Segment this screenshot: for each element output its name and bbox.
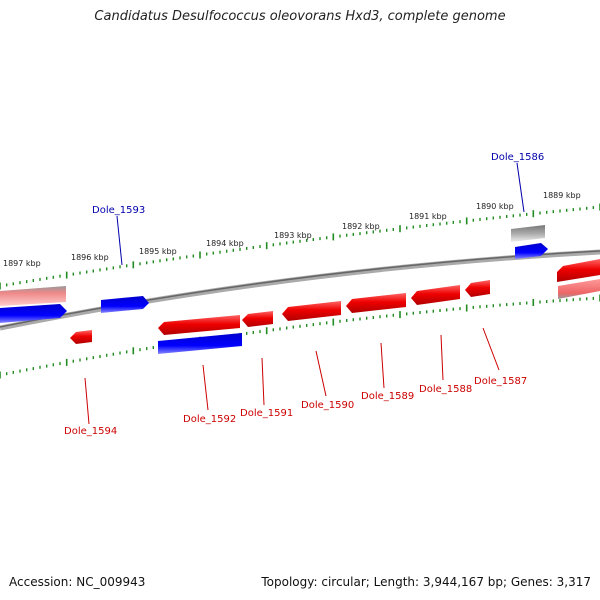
gene-dole-1592-blue[interactable] [158, 333, 242, 354]
leader-dole-1589 [380, 342, 385, 389]
gene-right-red[interactable] [557, 259, 600, 282]
gene-dole-1593[interactable] [101, 296, 149, 313]
gene-dole-1591[interactable] [242, 311, 273, 327]
leader-dole-1588 [440, 334, 444, 381]
gene-label-dole-1587[interactable]: Dole_1587 [474, 376, 527, 387]
gene-dole-1587[interactable] [465, 280, 490, 297]
leader-dole-1587 [482, 327, 500, 371]
gene-dole-1590[interactable] [282, 301, 341, 321]
gene-label-dole-1588[interactable]: Dole_1588 [419, 384, 472, 395]
scale-label: 1889 kbp [543, 191, 581, 200]
gene-left-gray[interactable] [0, 286, 66, 306]
scale-ruler-top [0, 203, 600, 290]
gene-dole-1586[interactable] [515, 243, 548, 259]
scale-label: 1896 kbp [71, 253, 109, 262]
gene-label-dole-1594[interactable]: Dole_1594 [64, 426, 117, 437]
gene-label-dole-1590[interactable]: Dole_1590 [301, 400, 354, 411]
leader-dole-1590 [315, 350, 327, 397]
gene-right-pink[interactable] [558, 279, 600, 299]
scale-label: 1891 kbp [409, 212, 447, 221]
accession-label: Accession: NC_009943 [9, 575, 146, 589]
genome-title: Candidatus Desulfococcus oleovorans Hxd3… [94, 9, 506, 24]
leader-dole-1591 [261, 357, 265, 406]
leader-dole-1594 [84, 377, 90, 425]
gene-label-dole-1592[interactable]: Dole_1592 [183, 414, 236, 425]
gene-label-dole-1586[interactable]: Dole_1586 [491, 152, 544, 163]
gene-dole-1592[interactable] [158, 315, 240, 335]
gene-rna-upper-right[interactable] [511, 225, 545, 242]
scale-label: 1893 kbp [274, 231, 312, 240]
gene-label-dole-1591[interactable]: Dole_1591 [240, 408, 293, 419]
leader-dole-1593 [116, 215, 123, 266]
gene-dole-1588[interactable] [411, 285, 460, 305]
gene-left-blue[interactable] [0, 304, 67, 323]
scale-label: 1894 kbp [206, 239, 244, 248]
scale-label: 1892 kbp [342, 222, 380, 231]
leader-dole-1592 [202, 364, 209, 411]
genome-stats-label: Topology: circular; Length: 3,944,167 bp… [261, 575, 591, 589]
scale-label: 1890 kbp [476, 202, 514, 211]
scale-label: 1895 kbp [139, 247, 177, 256]
gene-dole-1594[interactable] [70, 330, 92, 344]
gene-dole-1589[interactable] [346, 293, 406, 313]
leader-dole-1586 [516, 162, 525, 213]
gene-label-dole-1589[interactable]: Dole_1589 [361, 391, 414, 402]
gene-label-dole-1593[interactable]: Dole_1593 [92, 205, 145, 216]
scale-label: 1897 kbp [3, 259, 41, 268]
